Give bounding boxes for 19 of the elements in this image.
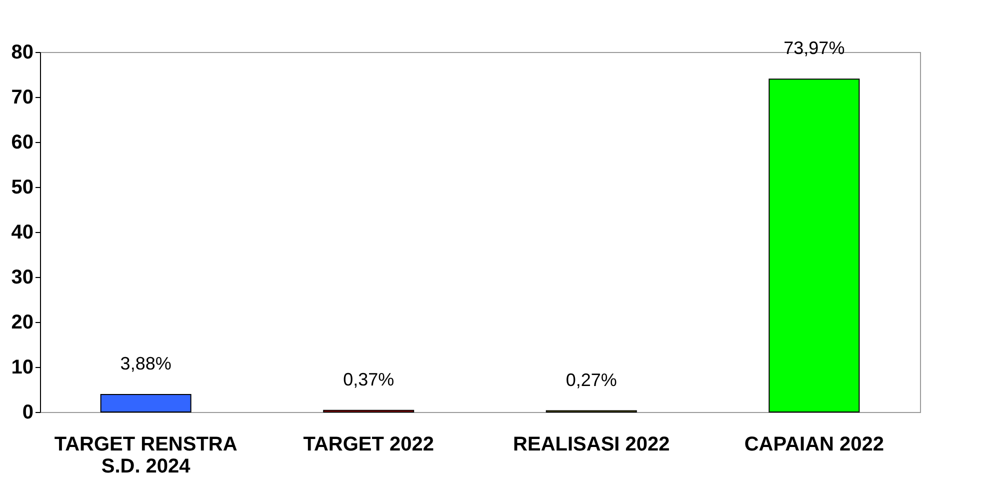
x-tick-label: TARGET 2022 xyxy=(303,434,434,456)
bar xyxy=(100,394,192,412)
data-label: 0,37% xyxy=(343,369,394,390)
y-tick-label: 20 xyxy=(11,312,34,334)
y-tick-label: 10 xyxy=(11,356,34,378)
y-tick-label: 0 xyxy=(22,402,34,424)
y-tick-label: 50 xyxy=(11,176,34,198)
y-tick-label: 40 xyxy=(11,222,34,244)
x-tick-label: TARGET RENSTRA S.D. 2024 xyxy=(54,434,238,478)
x-tick-label: CAPAIAN 2022 xyxy=(744,434,884,456)
data-label: 3,88% xyxy=(120,354,172,374)
x-tick-label: REALISASI 2022 xyxy=(513,434,670,456)
data-label: 73,97% xyxy=(784,38,845,58)
y-tick-label: 70 xyxy=(11,86,34,108)
y-tick-label: 60 xyxy=(11,132,34,154)
y-tick-label: 30 xyxy=(11,266,34,288)
y-tick-label: 80 xyxy=(11,42,34,64)
bar xyxy=(768,78,860,412)
data-label: 0,27% xyxy=(566,370,617,390)
